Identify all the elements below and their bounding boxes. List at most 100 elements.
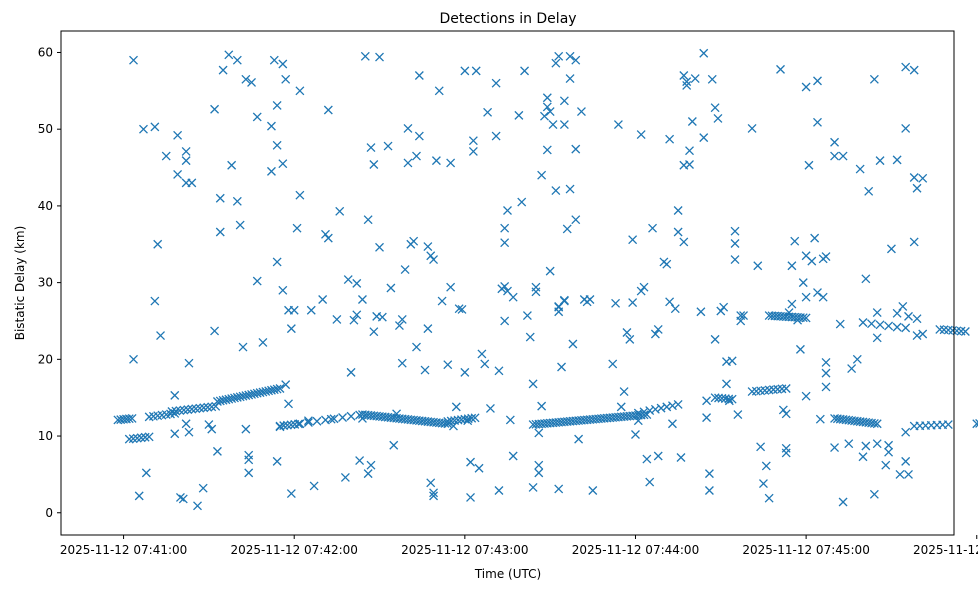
data-point	[429, 491, 439, 501]
data-point	[793, 315, 803, 325]
data-point	[847, 364, 857, 373]
data-point	[545, 266, 555, 276]
data-point	[551, 58, 561, 68]
data-point	[909, 173, 919, 182]
data-point	[892, 308, 902, 318]
x-tick-label: 2025-11-12 07:41:00	[60, 543, 187, 557]
data-point	[281, 74, 291, 84]
data-point	[875, 156, 885, 166]
data-point	[357, 413, 367, 423]
data-point	[912, 331, 922, 341]
data-point	[625, 334, 635, 344]
data-point	[363, 215, 373, 225]
data-point	[193, 501, 202, 511]
data-point	[679, 71, 689, 80]
data-point	[494, 366, 504, 376]
data-point	[904, 311, 913, 321]
data-point	[306, 305, 316, 315]
data-point	[377, 312, 387, 322]
data-point	[813, 117, 822, 127]
data-point	[431, 156, 441, 166]
data-point	[892, 322, 902, 332]
data-point	[244, 455, 254, 465]
data-point	[872, 308, 882, 317]
data-point	[648, 223, 658, 233]
data-point	[801, 313, 811, 323]
data-point	[852, 354, 862, 364]
data-point	[292, 223, 302, 233]
data-point	[722, 379, 731, 389]
data-point	[369, 160, 379, 169]
data-point	[835, 319, 845, 329]
data-point	[724, 396, 734, 406]
data-point	[702, 413, 712, 423]
data-point	[485, 403, 495, 413]
data-point	[713, 113, 723, 123]
data-point	[918, 329, 928, 339]
data-point	[491, 78, 501, 88]
data-point	[568, 339, 578, 349]
data-point	[468, 136, 478, 146]
data-point	[576, 107, 586, 117]
data-point	[282, 420, 292, 430]
data-point	[187, 178, 197, 188]
data-point	[790, 236, 800, 246]
data-point	[420, 365, 430, 375]
y-tick-label: 40	[38, 199, 53, 213]
data-point	[272, 257, 282, 267]
data-point	[156, 331, 165, 341]
data-point	[247, 77, 257, 87]
data-point	[531, 287, 541, 297]
data-point	[161, 151, 171, 161]
data-point	[241, 74, 251, 84]
y-axis-ticks: 0 10 20 30 40 50 60	[38, 45, 61, 520]
data-point	[437, 296, 447, 306]
data-point	[730, 226, 740, 236]
data-point	[821, 368, 831, 378]
data-point	[821, 382, 831, 392]
data-point	[798, 278, 808, 288]
data-point	[565, 51, 575, 61]
data-point	[508, 292, 518, 302]
x-tick-label: 2025-11-12 07:43:00	[401, 543, 528, 557]
data-point	[807, 256, 817, 266]
data-point	[665, 134, 675, 144]
data-point	[628, 298, 638, 308]
data-point	[636, 130, 646, 140]
data-point	[389, 440, 399, 450]
data-point	[565, 74, 575, 84]
data-point	[412, 151, 421, 161]
data-point	[429, 255, 439, 265]
data-point	[500, 281, 510, 291]
data-point	[352, 310, 362, 320]
data-point	[855, 164, 865, 174]
data-point	[801, 82, 811, 92]
data-point	[534, 460, 544, 470]
data-point	[633, 416, 643, 426]
data-point	[468, 146, 478, 156]
data-point	[869, 489, 879, 499]
data-point	[537, 170, 547, 180]
data-point	[858, 452, 868, 462]
data-point	[710, 103, 720, 113]
data-point	[198, 483, 208, 493]
data-point	[901, 427, 911, 437]
data-point	[400, 265, 410, 275]
data-point	[685, 146, 694, 156]
data-point	[719, 302, 729, 312]
data-point	[798, 313, 808, 323]
data-point	[696, 307, 706, 317]
data-point	[901, 323, 911, 333]
data-point	[173, 130, 183, 140]
data-point	[514, 110, 524, 120]
data-point	[360, 51, 370, 61]
data-point	[662, 259, 672, 269]
data-point	[414, 131, 424, 141]
data-point	[460, 66, 470, 76]
data-point	[366, 143, 376, 153]
data-point	[787, 261, 797, 271]
data-point	[443, 360, 453, 370]
data-point	[397, 358, 407, 368]
data-point	[204, 420, 214, 429]
data-point	[730, 255, 740, 265]
